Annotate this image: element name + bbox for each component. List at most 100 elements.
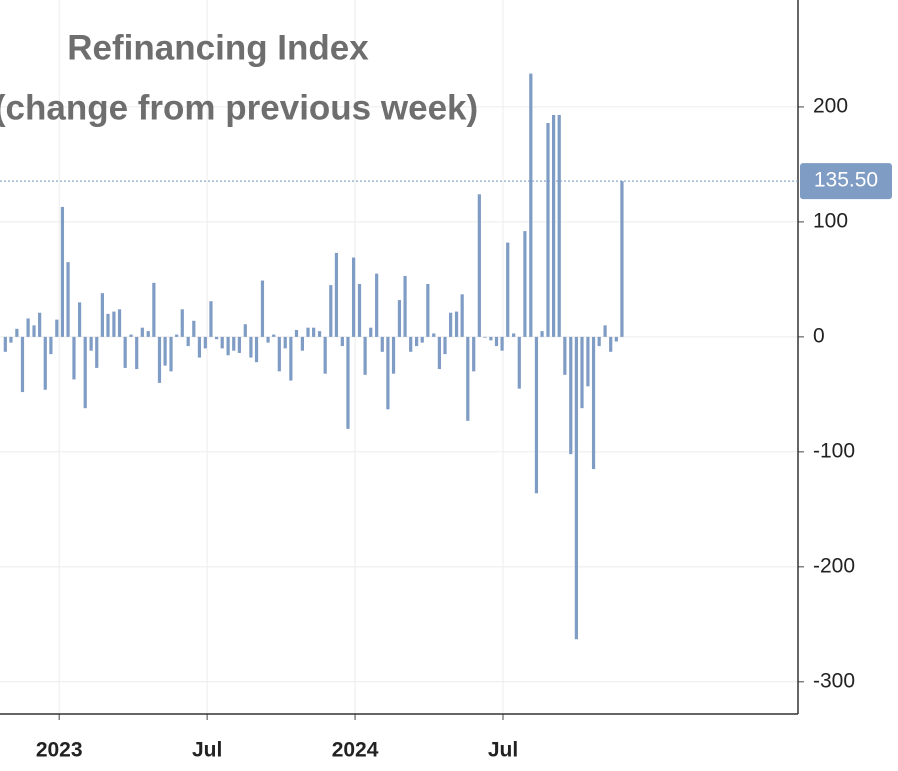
- bar: [77, 302, 82, 337]
- bar: [586, 336, 590, 387]
- bar: [420, 336, 424, 343]
- bar: [363, 336, 367, 375]
- bar: [32, 325, 36, 337]
- y-tick-label: 0: [813, 324, 825, 347]
- bar: [351, 257, 356, 337]
- bar: [135, 336, 139, 370]
- bar: [15, 328, 19, 337]
- y-tick-label: -100: [813, 439, 855, 462]
- bar: [329, 285, 333, 337]
- bar: [603, 325, 607, 337]
- bar: [112, 311, 116, 337]
- bar: [454, 311, 459, 337]
- bar: [152, 282, 156, 337]
- bar: [83, 336, 87, 409]
- bar: [397, 300, 402, 337]
- bar: [306, 327, 310, 337]
- bar: [312, 327, 316, 337]
- bar: [197, 336, 202, 358]
- bar: [254, 336, 259, 363]
- last-value-label: 135.50: [814, 169, 878, 192]
- bar: [466, 336, 470, 421]
- bar: [500, 336, 504, 351]
- bar: [163, 336, 167, 366]
- bar: [232, 336, 236, 351]
- y-tick-label: 100: [813, 209, 848, 232]
- bar: [375, 273, 379, 337]
- bar: [169, 336, 173, 372]
- y-tick-label: -300: [813, 669, 855, 692]
- bar: [209, 301, 213, 337]
- bar: [512, 333, 516, 337]
- bar: [55, 319, 59, 337]
- bar: [426, 283, 430, 337]
- bar: [100, 293, 104, 337]
- x-tick-label: Jul: [488, 739, 518, 762]
- bar: [391, 336, 396, 374]
- bar: [89, 336, 93, 351]
- bar: [95, 336, 99, 368]
- bar: [214, 336, 219, 340]
- bar: [483, 336, 487, 338]
- bar: [203, 336, 207, 349]
- bar: [72, 336, 76, 380]
- last-value-box: [800, 163, 892, 200]
- bar: [569, 336, 573, 455]
- x-tick-label: 2024: [332, 739, 379, 762]
- bar: [237, 336, 241, 353]
- bar: [289, 336, 293, 381]
- bar: [415, 336, 419, 347]
- bar: [551, 114, 556, 337]
- y-tick-label: 200: [813, 94, 848, 117]
- bar: [334, 252, 339, 337]
- bar: [317, 331, 322, 337]
- bar: [157, 336, 162, 383]
- chart-title: Refinancing Index: [67, 28, 369, 67]
- bar: [432, 333, 436, 337]
- bar: [243, 324, 247, 337]
- bar: [3, 336, 7, 352]
- bar: [580, 336, 584, 409]
- bar: [49, 336, 53, 355]
- bar: [494, 336, 499, 347]
- bar: [403, 275, 407, 337]
- bar: [123, 336, 127, 368]
- bar: [272, 334, 276, 337]
- bar: [609, 336, 613, 352]
- bar: [409, 336, 413, 352]
- bar: [20, 336, 25, 393]
- chart-subtitle: (change from previous week): [0, 88, 478, 127]
- bar: [506, 242, 510, 337]
- bar: [369, 327, 373, 337]
- bar: [437, 336, 441, 370]
- bar: [26, 318, 30, 337]
- bar: [460, 294, 464, 337]
- bar: [260, 280, 265, 337]
- bar: [220, 336, 224, 349]
- bar: [386, 336, 390, 410]
- bar: [175, 334, 179, 337]
- bar: [277, 336, 281, 372]
- bar: [517, 336, 521, 389]
- bar: [529, 73, 533, 337]
- bar: [489, 336, 493, 341]
- bar: [534, 336, 539, 494]
- bar: [523, 231, 527, 337]
- bar: [620, 181, 624, 337]
- bar: [472, 336, 476, 372]
- x-tick-label: Jul: [192, 739, 222, 762]
- bar: [357, 283, 362, 337]
- bar: [129, 334, 133, 337]
- bar: [346, 336, 350, 429]
- y-tick-label: -200: [813, 554, 855, 577]
- bar: [146, 331, 150, 337]
- bar: [449, 312, 453, 337]
- bar: [443, 336, 447, 355]
- bar: [186, 336, 190, 347]
- bar: [283, 336, 287, 349]
- bar: [117, 309, 122, 337]
- bar: [597, 336, 601, 347]
- bar: [226, 336, 230, 356]
- bar: [323, 336, 327, 374]
